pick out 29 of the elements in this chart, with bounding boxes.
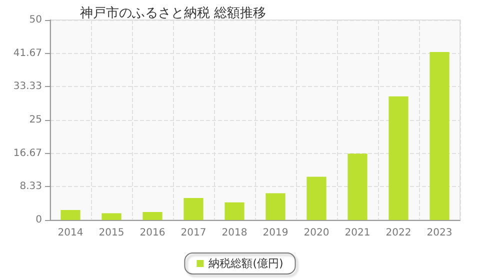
bar (348, 154, 368, 220)
x-tick-label: 2021 (344, 228, 370, 238)
bar (266, 193, 286, 220)
bar (306, 176, 326, 220)
x-tick-label: 2022 (386, 228, 412, 238)
x-tick-label: 2018 (222, 228, 248, 238)
y-tick-label: 8.33 (20, 181, 42, 192)
legend-label: 納税総額(億円) (208, 257, 284, 270)
x-tick-label: 2023 (426, 228, 452, 238)
bar (60, 210, 80, 220)
x-tick-label: 2016 (140, 228, 166, 238)
x-tick-label: 2017 (180, 228, 206, 238)
bar (102, 213, 122, 220)
bar (430, 52, 450, 220)
x-tick-label: 2015 (98, 228, 124, 238)
y-tick-label: 50 (29, 14, 42, 26)
y-tick-label: 0 (36, 214, 42, 226)
y-tick-label: 41.67 (13, 48, 42, 59)
bar (388, 96, 408, 220)
x-tick-label: 2020 (304, 228, 330, 238)
y-tick-label: 33.33 (13, 81, 42, 92)
x-tick-label: 2014 (58, 228, 84, 238)
chart-title: 神戸市のふるさと納税 総額推移 (80, 6, 266, 21)
bar (142, 212, 162, 220)
bar (184, 198, 204, 220)
bar (224, 202, 244, 220)
x-tick-label: 2019 (262, 228, 288, 238)
y-tick-label: 25 (29, 114, 42, 126)
y-tick-label: 16.67 (13, 148, 42, 159)
